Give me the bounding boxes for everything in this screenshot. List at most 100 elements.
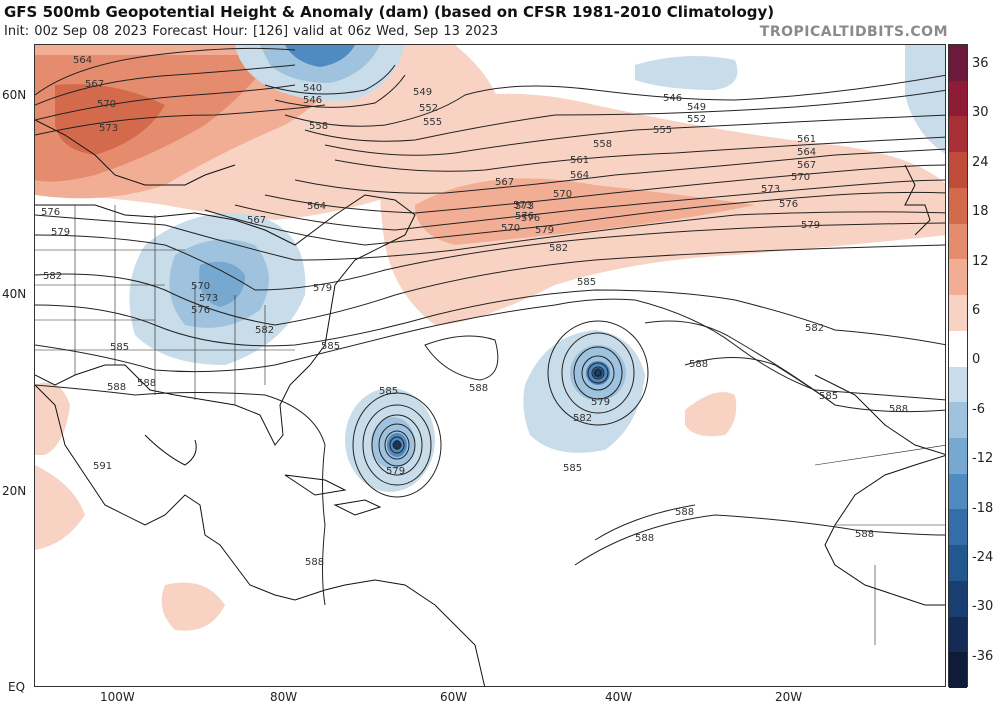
contour-label: 591 bbox=[93, 461, 112, 472]
colorbar-tick-label: 24 bbox=[972, 154, 989, 170]
colorbar-tick-label: 30 bbox=[972, 105, 989, 121]
contour-label: 570 bbox=[191, 281, 210, 292]
contour-label: 573 bbox=[199, 293, 218, 304]
contour-label: 579 bbox=[801, 220, 820, 231]
contour-label: 585 bbox=[110, 342, 129, 353]
map-panel: 564 567 570 573 540 546 549 552 555 558 … bbox=[34, 44, 946, 687]
colorbar-segment bbox=[949, 152, 967, 189]
colorbar-tick-label: 6 bbox=[972, 303, 981, 318]
contour-label: 585 bbox=[563, 463, 582, 474]
colorbar-tick-label: 0 bbox=[972, 352, 981, 368]
colorbar-segment bbox=[949, 330, 967, 367]
contour-label: 567 bbox=[247, 215, 266, 226]
contour-label: 588 bbox=[635, 533, 654, 544]
contour-label: 576 bbox=[779, 199, 798, 210]
lon-label-40w: 40W bbox=[605, 690, 633, 704]
colorbar-tick-label: 18 bbox=[972, 204, 989, 220]
contour-label: 579 bbox=[313, 283, 332, 294]
lon-label-100w: 100W bbox=[100, 690, 135, 704]
brand-watermark: TROPICALTIDBITS.COM bbox=[759, 24, 948, 40]
contour-label: 564 bbox=[797, 147, 816, 158]
colorbar-segment bbox=[949, 80, 967, 117]
contour-label: 567 bbox=[797, 160, 816, 171]
map-title: GFS 500mb Geopotential Height & Anomaly … bbox=[4, 3, 775, 21]
contour-label: 555 bbox=[653, 125, 672, 136]
colorbar-segment bbox=[949, 366, 967, 403]
political-borders bbox=[35, 205, 945, 645]
contour-label: 579 bbox=[535, 225, 554, 236]
contour-label: 567 bbox=[495, 177, 514, 188]
contour-label: 582 bbox=[573, 413, 592, 424]
colorbar-tick-label: -12 bbox=[972, 451, 994, 467]
contour-label: 579 bbox=[51, 227, 70, 238]
colorbar-segment bbox=[949, 116, 967, 153]
contour-label: 582 bbox=[43, 271, 62, 282]
colorbar-segment bbox=[949, 580, 967, 618]
contour-label: 552 bbox=[419, 103, 438, 114]
height-contours bbox=[35, 47, 945, 606]
colorbar-tick-label: 36 bbox=[972, 56, 989, 71]
contour-label: 573 bbox=[513, 200, 532, 211]
map-subtitle: Init: 00z Sep 08 2023 Forecast Hour: [12… bbox=[4, 24, 499, 39]
contour-label: 588 bbox=[689, 359, 708, 370]
contour-label: 549 bbox=[413, 87, 432, 98]
lat-label-40n: 40N bbox=[2, 287, 27, 301]
contour-label: 549 bbox=[687, 102, 706, 113]
contour-label: 588 bbox=[675, 507, 694, 518]
lat-label-20n: 20N bbox=[2, 484, 27, 498]
colorbar-segment bbox=[949, 259, 967, 296]
colorbar bbox=[948, 44, 968, 689]
colorbar-segment bbox=[949, 223, 967, 260]
contour-label: 564 bbox=[73, 55, 92, 66]
contour-label: 564 bbox=[307, 201, 326, 212]
contour-label: 585 bbox=[819, 391, 838, 402]
colorbar-tick-label: -24 bbox=[972, 550, 994, 565]
contour-label: 555 bbox=[423, 117, 442, 128]
lon-label-20w: 20W bbox=[775, 690, 803, 704]
contour-label: 585 bbox=[577, 277, 596, 288]
contour-label: 561 bbox=[570, 155, 589, 166]
colorbar-segment bbox=[949, 509, 967, 546]
colorbar-tick-label: -18 bbox=[972, 500, 994, 516]
map-graphic: 564 567 570 573 540 546 549 552 555 558 … bbox=[35, 45, 945, 686]
contour-label: 585 bbox=[321, 341, 340, 352]
lat-label-eq: EQ bbox=[8, 680, 26, 694]
contour-label: 588 bbox=[305, 557, 324, 568]
contour-label: 570 bbox=[553, 189, 572, 200]
colorbar-tick-label: -6 bbox=[972, 401, 985, 417]
contour-label: 573 bbox=[761, 184, 780, 195]
colorbar-segment bbox=[949, 402, 967, 439]
contour-label: 576 bbox=[515, 211, 534, 222]
contour-label: 564 bbox=[570, 170, 589, 181]
contour-label: 540 bbox=[303, 83, 322, 94]
contour-label: 588 bbox=[889, 404, 908, 415]
contour-label: 588 bbox=[137, 378, 156, 389]
colorbar-segment bbox=[949, 437, 967, 475]
colorbar-segment bbox=[949, 473, 967, 510]
colorbar-tick-label: -30 bbox=[972, 599, 994, 615]
contour-label: 582 bbox=[255, 325, 274, 336]
contour-label: 573 bbox=[99, 123, 118, 134]
contour-label: 573 bbox=[515, 201, 534, 212]
contour-label: 558 bbox=[593, 139, 612, 150]
colorbar-segment bbox=[949, 652, 967, 689]
lon-label-80w: 80W bbox=[270, 690, 298, 704]
contour-label: 588 bbox=[855, 529, 874, 540]
colorbar-segment bbox=[949, 45, 967, 82]
contour-label: 588 bbox=[107, 382, 126, 393]
cyclone-contours bbox=[352, 320, 649, 498]
contour-label: 552 bbox=[687, 114, 706, 125]
colorbar-segment bbox=[949, 295, 967, 332]
contour-label: 570 bbox=[791, 172, 810, 183]
colorbar-tick-label: -36 bbox=[972, 648, 994, 664]
contour-label: 579 bbox=[591, 397, 610, 408]
contour-label: 579 bbox=[386, 466, 405, 477]
contour-label: 570 bbox=[97, 99, 116, 110]
contour-label: 576 bbox=[41, 207, 60, 218]
contour-label: 558 bbox=[309, 121, 328, 132]
colorbar-segment bbox=[949, 545, 967, 582]
contour-label: 570 bbox=[501, 223, 520, 234]
positive-anomaly-shading bbox=[35, 45, 945, 631]
contour-label: 567 bbox=[85, 79, 104, 90]
contour-label: 582 bbox=[805, 323, 824, 334]
